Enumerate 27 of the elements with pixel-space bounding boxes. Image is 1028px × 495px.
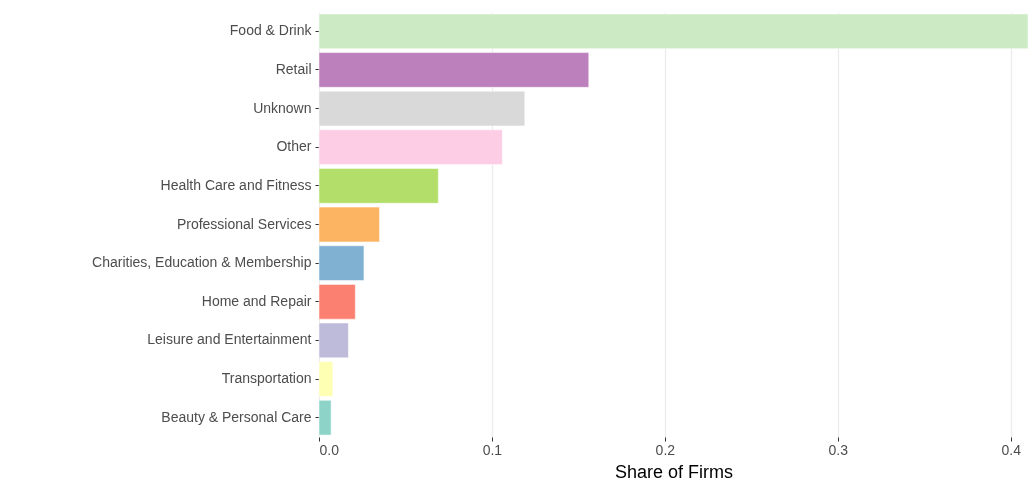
bar	[318, 284, 356, 320]
y-tick-label: Leisure and Entertainment	[147, 331, 312, 348]
bar	[318, 322, 349, 359]
y-tick-label: Home and Repair	[201, 292, 312, 309]
x-tick-label: 0.0	[319, 441, 340, 458]
bar	[318, 245, 365, 281]
y-tick-label: Health Care and Fitness	[160, 176, 312, 193]
bar	[318, 361, 334, 397]
y-tick-label: Unknown	[253, 99, 312, 116]
x-tick-label: 0.2	[655, 441, 676, 458]
bar	[318, 206, 380, 243]
y-tick-label: Retail	[275, 60, 312, 77]
y-tick-label: Food & Drink	[229, 22, 313, 39]
y-tick-label: Transportation	[221, 370, 312, 387]
y-tick-label: Other	[276, 138, 312, 155]
bar	[318, 129, 503, 165]
x-tick-label: 0.3	[828, 441, 849, 458]
x-tick-label: 0.4	[1001, 441, 1022, 458]
y-tick-label: Professional Services	[176, 215, 312, 232]
y-tick-label: Charities, Education & Membership	[92, 254, 312, 271]
x-axis-title: Share of Firms	[614, 461, 734, 482]
x-tick-label: 0.1	[482, 441, 503, 458]
bar	[318, 90, 526, 127]
bar	[318, 168, 439, 204]
bar	[318, 52, 590, 88]
y-tick-label: Beauty & Personal Care	[161, 408, 312, 425]
bar	[318, 400, 332, 436]
